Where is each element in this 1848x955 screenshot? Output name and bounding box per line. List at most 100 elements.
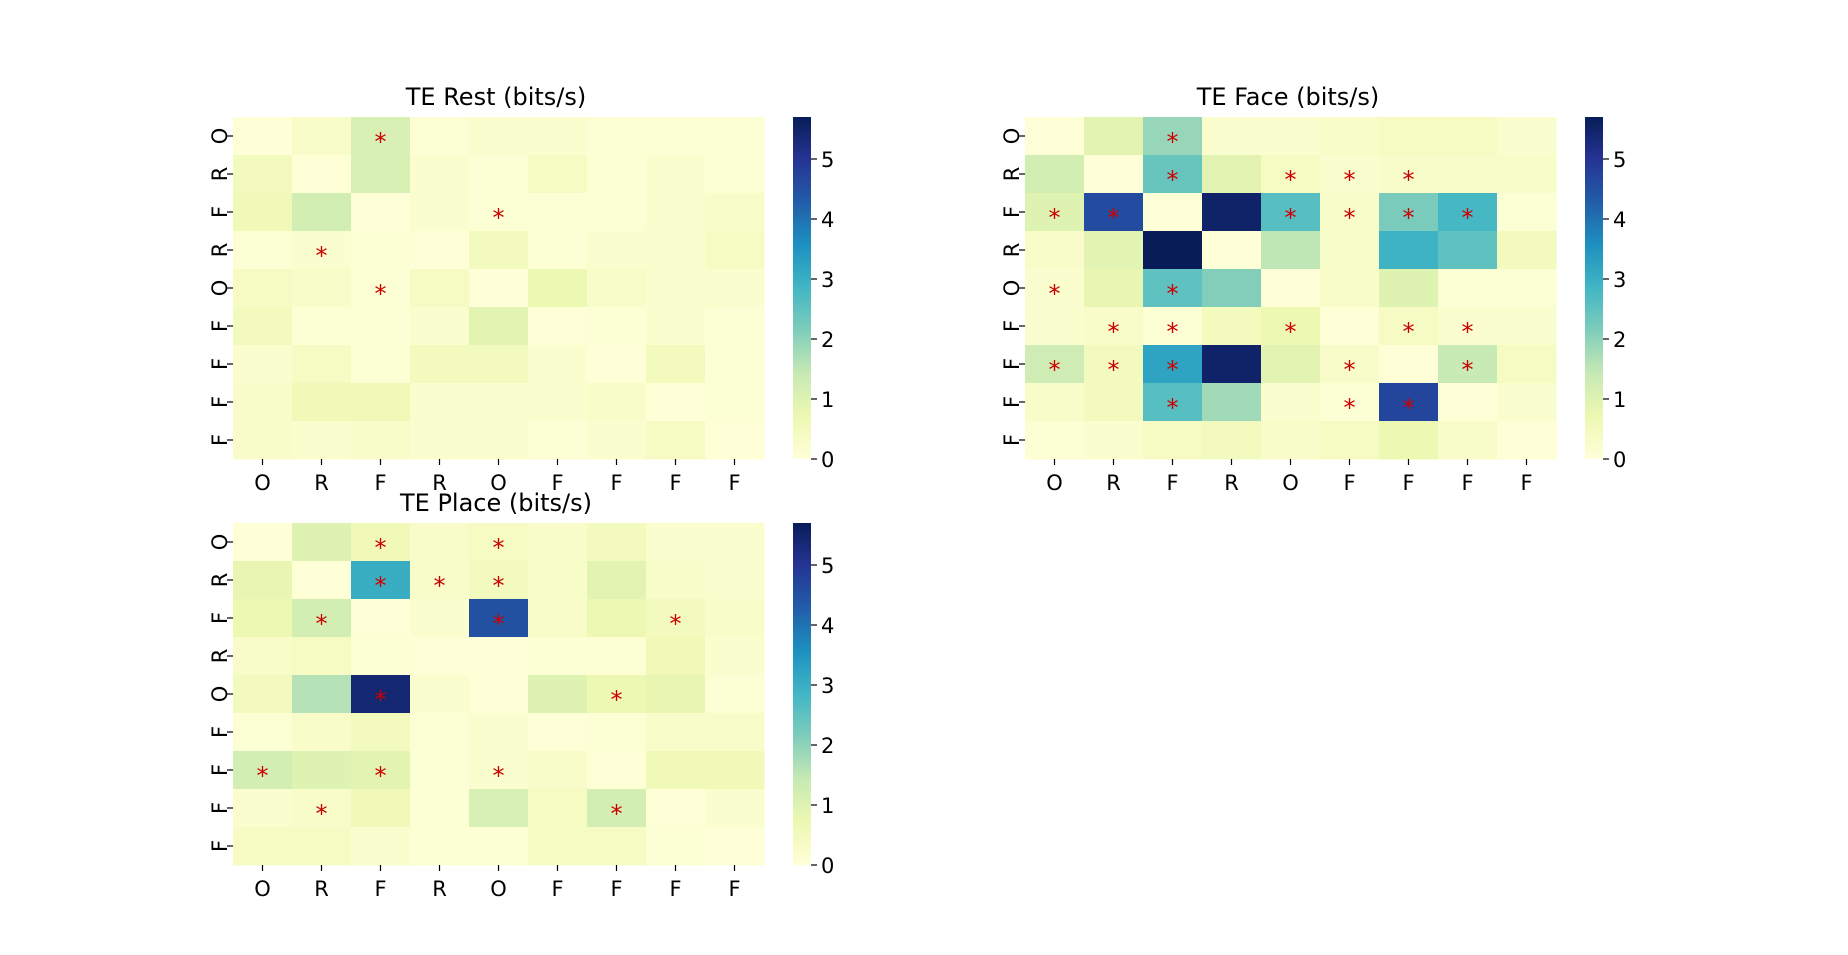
x-tick-label: F (551, 877, 563, 901)
heatmap-cell (705, 827, 765, 866)
heatmap-cell (351, 789, 411, 828)
heatmap-cell (351, 713, 411, 752)
significance-star: * (375, 762, 387, 790)
significance-star: * (493, 572, 505, 600)
y-tick-label: O (208, 534, 232, 551)
heatmap-cell (1202, 421, 1262, 460)
heatmap-cell (528, 637, 588, 676)
heatmap-cell (587, 155, 647, 194)
significance-star: * (1285, 204, 1297, 232)
heatmap-cell (292, 675, 352, 714)
heatmap-cell (587, 345, 647, 384)
x-tick-label: R (314, 877, 329, 901)
significance-star: * (1108, 318, 1120, 346)
significance-star: * (1344, 356, 1356, 384)
heatmap-cell (410, 155, 470, 194)
heatmap-cell (1084, 155, 1144, 194)
y-axis-ticks: O R F R O F F F F (208, 128, 233, 446)
x-tick-label: O (254, 471, 271, 495)
colorbar-tick-label: 1 (821, 794, 834, 818)
significance-star: * (1049, 280, 1061, 308)
significance-star: * (316, 242, 328, 270)
heatmap-cell (587, 421, 647, 460)
heatmap-cell (528, 599, 588, 638)
x-tick-label: F (374, 877, 386, 901)
heatmap-cell (292, 345, 352, 384)
heatmap-cell (469, 345, 529, 384)
heatmap-cell (1202, 383, 1262, 422)
heatmap-cell (469, 421, 529, 460)
x-tick-label: R (314, 471, 329, 495)
heatmap-cell (410, 675, 470, 714)
heatmap-cell (1084, 269, 1144, 308)
heatmap-cell (351, 421, 411, 460)
x-tick-label: F (610, 471, 622, 495)
heatmap-cell (233, 751, 293, 790)
heatmap-cell (528, 193, 588, 232)
heatmap-cell (233, 599, 293, 638)
heatmap-cell (469, 599, 529, 638)
panel-face: TE Face (bits/s) ** * * ** * * * * ** ** * * * ** * * * *… (1000, 83, 1626, 495)
heatmap-cell (233, 713, 293, 752)
x-tick-label: R (432, 471, 447, 495)
heatmap-cell (646, 751, 706, 790)
heatmap-cell (1497, 345, 1557, 384)
heatmap-cell (410, 637, 470, 676)
heatmap-cell (233, 193, 293, 232)
heatmap-cell (528, 713, 588, 752)
heatmap-cell (1320, 231, 1380, 270)
heatmap-cell (1379, 345, 1439, 384)
heatmap-cell (528, 789, 588, 828)
heatmap-cell (587, 523, 647, 562)
y-tick-label: F (208, 726, 232, 738)
heatmap-cell (410, 117, 470, 156)
heatmap-cell (292, 751, 352, 790)
heatmap-cell (233, 561, 293, 600)
significance-star: * (1403, 204, 1415, 232)
y-tick-label: F (208, 396, 232, 408)
heatmap-cell (1143, 421, 1203, 460)
heatmap-cell (351, 675, 411, 714)
y-tick-label: R (1000, 243, 1024, 258)
heatmap-cell (705, 345, 765, 384)
heatmap-cell (1497, 231, 1557, 270)
x-tick-label: F (610, 877, 622, 901)
heatmap-cell (528, 117, 588, 156)
heatmap-cell (1084, 383, 1144, 422)
y-tick-label: F (208, 320, 232, 332)
heatmap-cell (351, 345, 411, 384)
heatmap-cell (646, 523, 706, 562)
heatmap-cell (469, 789, 529, 828)
significance-star: * (493, 762, 505, 790)
heatmap-cell (705, 751, 765, 790)
heatmap-cell (410, 269, 470, 308)
heatmap-cell (469, 307, 529, 346)
y-tick-label: F (1000, 206, 1024, 218)
heatmap-cell (1438, 231, 1498, 270)
heatmap-cell (233, 827, 293, 866)
significance-star: * (1108, 356, 1120, 384)
x-tick-label: F (1520, 471, 1532, 495)
heatmap-cell (528, 561, 588, 600)
heatmap-cell (1084, 421, 1144, 460)
heatmap-cell (587, 827, 647, 866)
significance-star: * (493, 204, 505, 232)
y-tick-label: O (208, 128, 232, 145)
heatmap-cells: * * * * * * * * * * * * * * * * * * * * * * * * * * (1025, 117, 1557, 460)
heatmap-cell (469, 269, 529, 308)
heatmap-cell (705, 789, 765, 828)
x-tick-label: O (254, 877, 271, 901)
heatmap-cell (1084, 307, 1144, 346)
heatmap-cell (1438, 193, 1498, 232)
heatmap-cell (292, 231, 352, 270)
heatmap-cell (1497, 155, 1557, 194)
x-tick-label: F (374, 471, 386, 495)
significance-star: * (1167, 318, 1179, 346)
heatmap-cell (646, 675, 706, 714)
heatmap-cell (233, 307, 293, 346)
heatmap-cell (705, 383, 765, 422)
y-tick-label: F (1000, 358, 1024, 370)
significance-star: * (257, 762, 269, 790)
